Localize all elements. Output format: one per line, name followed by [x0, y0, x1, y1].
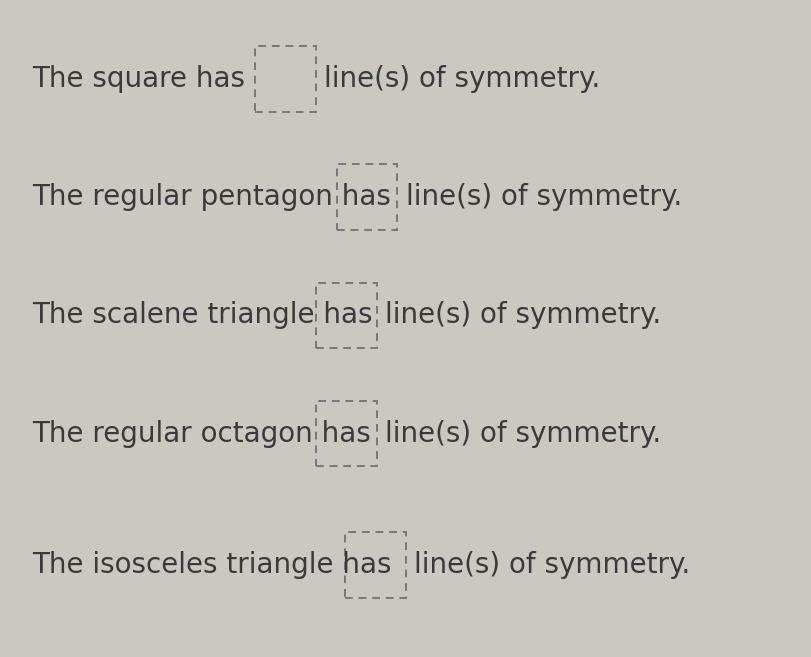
- Text: The regular octagon has: The regular octagon has: [32, 420, 371, 447]
- Text: The isosceles triangle has: The isosceles triangle has: [32, 551, 392, 579]
- Text: line(s) of symmetry.: line(s) of symmetry.: [385, 420, 662, 447]
- Text: line(s) of symmetry.: line(s) of symmetry.: [324, 65, 601, 93]
- Text: The square has: The square has: [32, 65, 246, 93]
- Bar: [345, 532, 406, 598]
- Bar: [255, 46, 316, 112]
- Text: The scalene triangle has: The scalene triangle has: [32, 302, 373, 329]
- Bar: [316, 283, 377, 348]
- Text: line(s) of symmetry.: line(s) of symmetry.: [414, 551, 690, 579]
- Bar: [337, 164, 397, 230]
- Bar: [316, 401, 377, 466]
- Text: The regular pentagon has: The regular pentagon has: [32, 183, 392, 211]
- Text: line(s) of symmetry.: line(s) of symmetry.: [406, 183, 682, 211]
- Text: line(s) of symmetry.: line(s) of symmetry.: [385, 302, 662, 329]
